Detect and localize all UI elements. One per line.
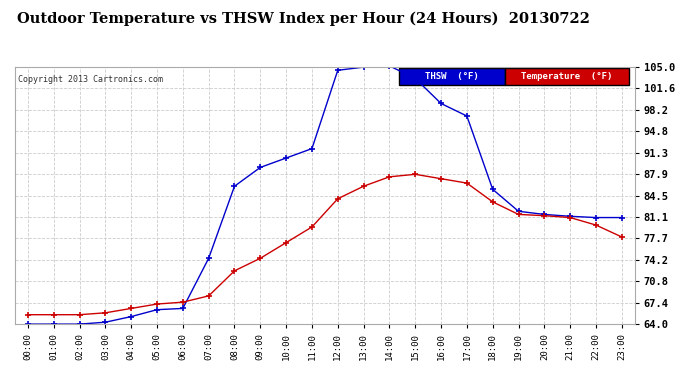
Text: Temperature  (°F): Temperature (°F) [521, 72, 612, 81]
FancyBboxPatch shape [504, 68, 629, 85]
Text: Outdoor Temperature vs THSW Index per Hour (24 Hours)  20130722: Outdoor Temperature vs THSW Index per Ho… [17, 11, 590, 26]
Text: THSW  (°F): THSW (°F) [425, 72, 479, 81]
FancyBboxPatch shape [400, 68, 504, 85]
Text: Copyright 2013 Cartronics.com: Copyright 2013 Cartronics.com [18, 75, 163, 84]
